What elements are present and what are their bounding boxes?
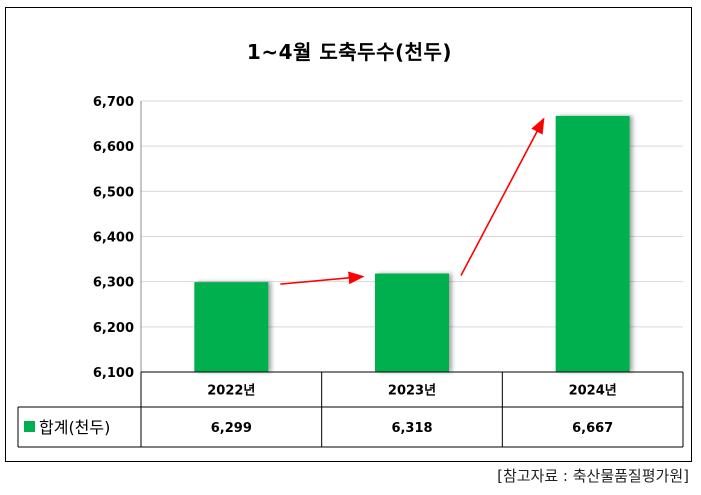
category-label: 2022년: [207, 384, 255, 399]
bar-2022년: [194, 282, 269, 372]
data-value-label: 6,318: [391, 421, 432, 436]
chart-title: 1~4월 도축두수(천두): [246, 40, 453, 64]
y-tick-label: 6,300: [93, 276, 134, 291]
y-tick-label: 6,200: [93, 321, 134, 336]
data-value-label: 6,299: [211, 421, 252, 436]
bar-2024년: [555, 115, 630, 372]
y-tick-label: 6,600: [93, 140, 134, 155]
source-note: [참고자료 : 축산물품질평가원]: [497, 467, 689, 485]
legend-series-name: 합계(천두): [39, 418, 110, 437]
chart-frame: 1~4월 도축두수(천두) 6,100 6,200 6,300 6,400 6,500 6…: [5, 7, 692, 462]
legend-key: [24, 421, 35, 432]
increase-arrow: [280, 271, 365, 285]
y-tick-label: 6,500: [93, 185, 134, 200]
increase-arrow: [460, 117, 545, 276]
category-label: 2023년: [388, 384, 436, 399]
data-value-label: 6,667: [572, 421, 613, 436]
y-tick-label: 6,100: [93, 366, 134, 381]
category-label: 2024년: [569, 384, 617, 399]
y-tick-label: 6,700: [93, 95, 134, 110]
bar-chart: 6,100 6,200 6,300 6,400 6,500 6,600 6,700 2022년…: [17, 95, 684, 448]
bar-2023년: [375, 273, 449, 372]
y-tick-label: 6,400: [93, 231, 134, 246]
